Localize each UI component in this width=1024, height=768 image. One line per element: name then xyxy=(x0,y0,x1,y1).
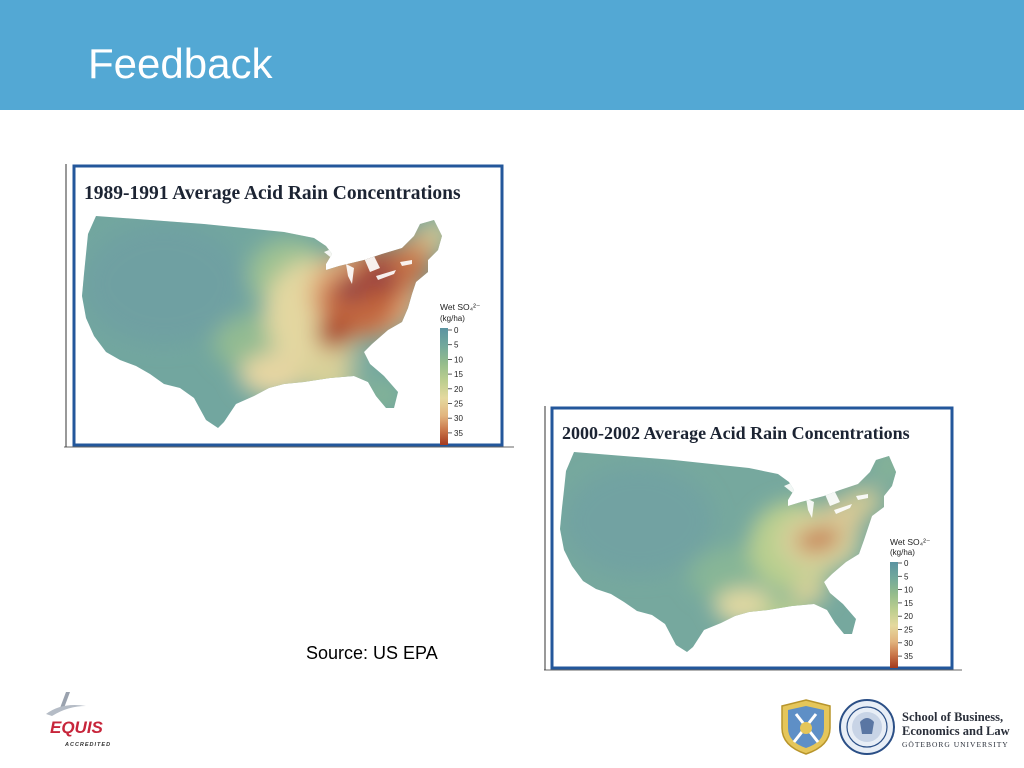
acid-rain-map-2-svg: 2000-2002 Average Acid Rain Concentratio… xyxy=(544,406,962,671)
legend-tick-label: 35 xyxy=(904,652,913,661)
school-name: School of Business, Economics and Law GÖ… xyxy=(902,710,1010,749)
map-2-title: 2000-2002 Average Acid Rain Concentratio… xyxy=(562,423,910,443)
legend-tick-label: 10 xyxy=(454,355,463,364)
map-2-legend-title: Wet SO₄²⁻ xyxy=(890,537,931,547)
gold-shield-seal-icon xyxy=(781,699,831,755)
school-of-business-logo: School of Business, Economics and Law GÖ… xyxy=(776,698,1016,756)
legend-tick-label: 25 xyxy=(904,626,913,635)
map-2-legend: Wet SO₄²⁻ (kg/ha) 0 5 10 15 20 25 30 35 xyxy=(890,537,931,668)
map-2-legend-scale xyxy=(890,562,898,668)
legend-tick-label: 30 xyxy=(904,639,913,648)
acid-rain-map-2000-2002: 2000-2002 Average Acid Rain Concentratio… xyxy=(544,406,962,672)
school-name-line-1: School of Business, xyxy=(902,710,1004,724)
legend-tick-label: 15 xyxy=(454,370,463,379)
acid-rain-map-1-svg: 1989-1991 Average Acid Rain Concentratio… xyxy=(64,164,514,448)
header-bar: Feedback xyxy=(0,0,1024,110)
legend-tick-label: 25 xyxy=(454,400,463,409)
legend-tick-label: 10 xyxy=(904,586,913,595)
us-map-2 xyxy=(560,452,896,652)
legend-tick-label: 35 xyxy=(454,429,463,438)
legend-tick-label: 0 xyxy=(904,559,909,568)
map-1-legend-title: Wet SO₄²⁻ xyxy=(440,302,481,312)
map-2-legend-unit: (kg/ha) xyxy=(890,548,915,557)
equis-swoosh-icon xyxy=(60,692,70,708)
map-1-legend: Wet SO₄²⁻ (kg/ha) 0 5 10 15 20 25 30 35 xyxy=(440,302,481,445)
university-seal-icon xyxy=(839,699,895,755)
legend-tick-label: 20 xyxy=(454,385,463,394)
equis-tagline: ACCREDITED xyxy=(64,742,111,748)
legend-tick-label: 15 xyxy=(904,599,913,608)
map-1-legend-unit: (kg/ha) xyxy=(440,314,465,323)
map-1-legend-scale xyxy=(440,328,448,445)
legend-tick-label: 30 xyxy=(454,414,463,423)
source-caption: Source: US EPA xyxy=(306,643,438,663)
acid-rain-map-1989-1991: 1989-1991 Average Acid Rain Concentratio… xyxy=(64,164,514,449)
legend-tick-label: 0 xyxy=(454,326,459,335)
legend-tick-label: 5 xyxy=(904,572,909,581)
school-name-line-2: Economics and Law xyxy=(902,724,1010,738)
equis-name: EQUIS xyxy=(50,718,104,737)
slide-title: Feedback xyxy=(88,40,273,87)
university-name: GÖTEBORG UNIVERSITY xyxy=(902,740,1009,749)
legend-tick-label: 5 xyxy=(454,341,459,350)
map-1-title: 1989-1991 Average Acid Rain Concentratio… xyxy=(84,183,461,204)
legend-tick-label: 20 xyxy=(904,612,913,621)
equis-accredited-logo: EQUIS ACCREDITED xyxy=(40,688,120,750)
